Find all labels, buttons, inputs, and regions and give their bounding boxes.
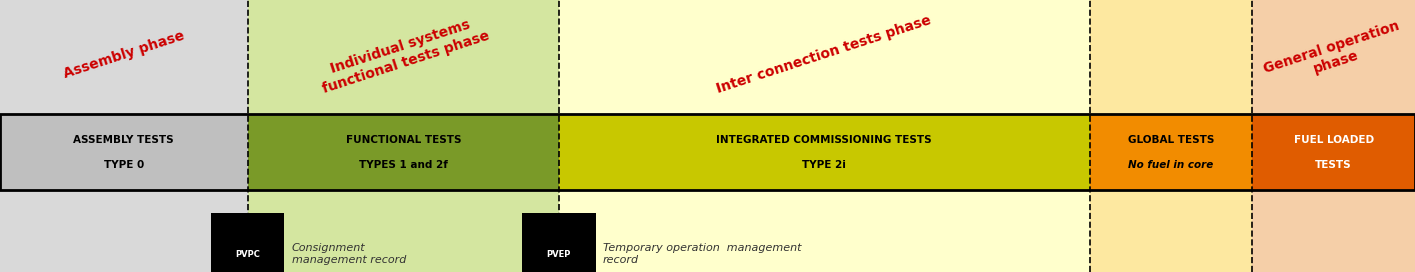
- Text: PVPC: PVPC: [235, 249, 260, 259]
- Bar: [0, 190, 248, 272]
- Bar: [559, 0, 1090, 114]
- Text: TYPES 1 and 2f: TYPES 1 and 2f: [359, 159, 447, 169]
- Text: FUNCTIONAL TESTS: FUNCTIONAL TESTS: [345, 135, 461, 145]
- Bar: [522, 213, 596, 272]
- Bar: [1090, 114, 1252, 190]
- Bar: [0, 114, 1415, 190]
- Text: General operation
phase: General operation phase: [1261, 18, 1407, 91]
- Text: INTEGRATED COMMISSIONING TESTS: INTEGRATED COMMISSIONING TESTS: [716, 135, 932, 145]
- Text: Individual systems
functional tests phase: Individual systems functional tests phas…: [316, 13, 491, 96]
- Text: FUEL LOADED: FUEL LOADED: [1293, 135, 1374, 145]
- Bar: [248, 114, 559, 190]
- Text: Consignment
management record: Consignment management record: [291, 243, 406, 265]
- Text: Assembly phase: Assembly phase: [61, 29, 187, 81]
- Bar: [559, 114, 1090, 190]
- Text: TESTS: TESTS: [1316, 159, 1351, 169]
- Bar: [1252, 190, 1415, 272]
- Text: TYPE 0: TYPE 0: [103, 159, 144, 169]
- Text: PVEP: PVEP: [546, 249, 572, 259]
- Bar: [559, 190, 1090, 272]
- Text: Temporary operation  management
record: Temporary operation management record: [603, 243, 801, 265]
- Bar: [211, 213, 284, 272]
- Bar: [1090, 190, 1252, 272]
- Text: GLOBAL TESTS: GLOBAL TESTS: [1128, 135, 1214, 145]
- Bar: [0, 114, 248, 190]
- Bar: [1252, 0, 1415, 114]
- Bar: [248, 190, 559, 272]
- Text: TYPE 2i: TYPE 2i: [802, 159, 846, 169]
- Bar: [248, 0, 559, 114]
- Text: ASSEMBLY TESTS: ASSEMBLY TESTS: [74, 135, 174, 145]
- Bar: [0, 0, 248, 114]
- Bar: [1090, 0, 1252, 114]
- Bar: [1252, 114, 1415, 190]
- Text: Inter connection tests phase: Inter connection tests phase: [715, 13, 934, 96]
- Text: No fuel in core: No fuel in core: [1128, 159, 1214, 169]
